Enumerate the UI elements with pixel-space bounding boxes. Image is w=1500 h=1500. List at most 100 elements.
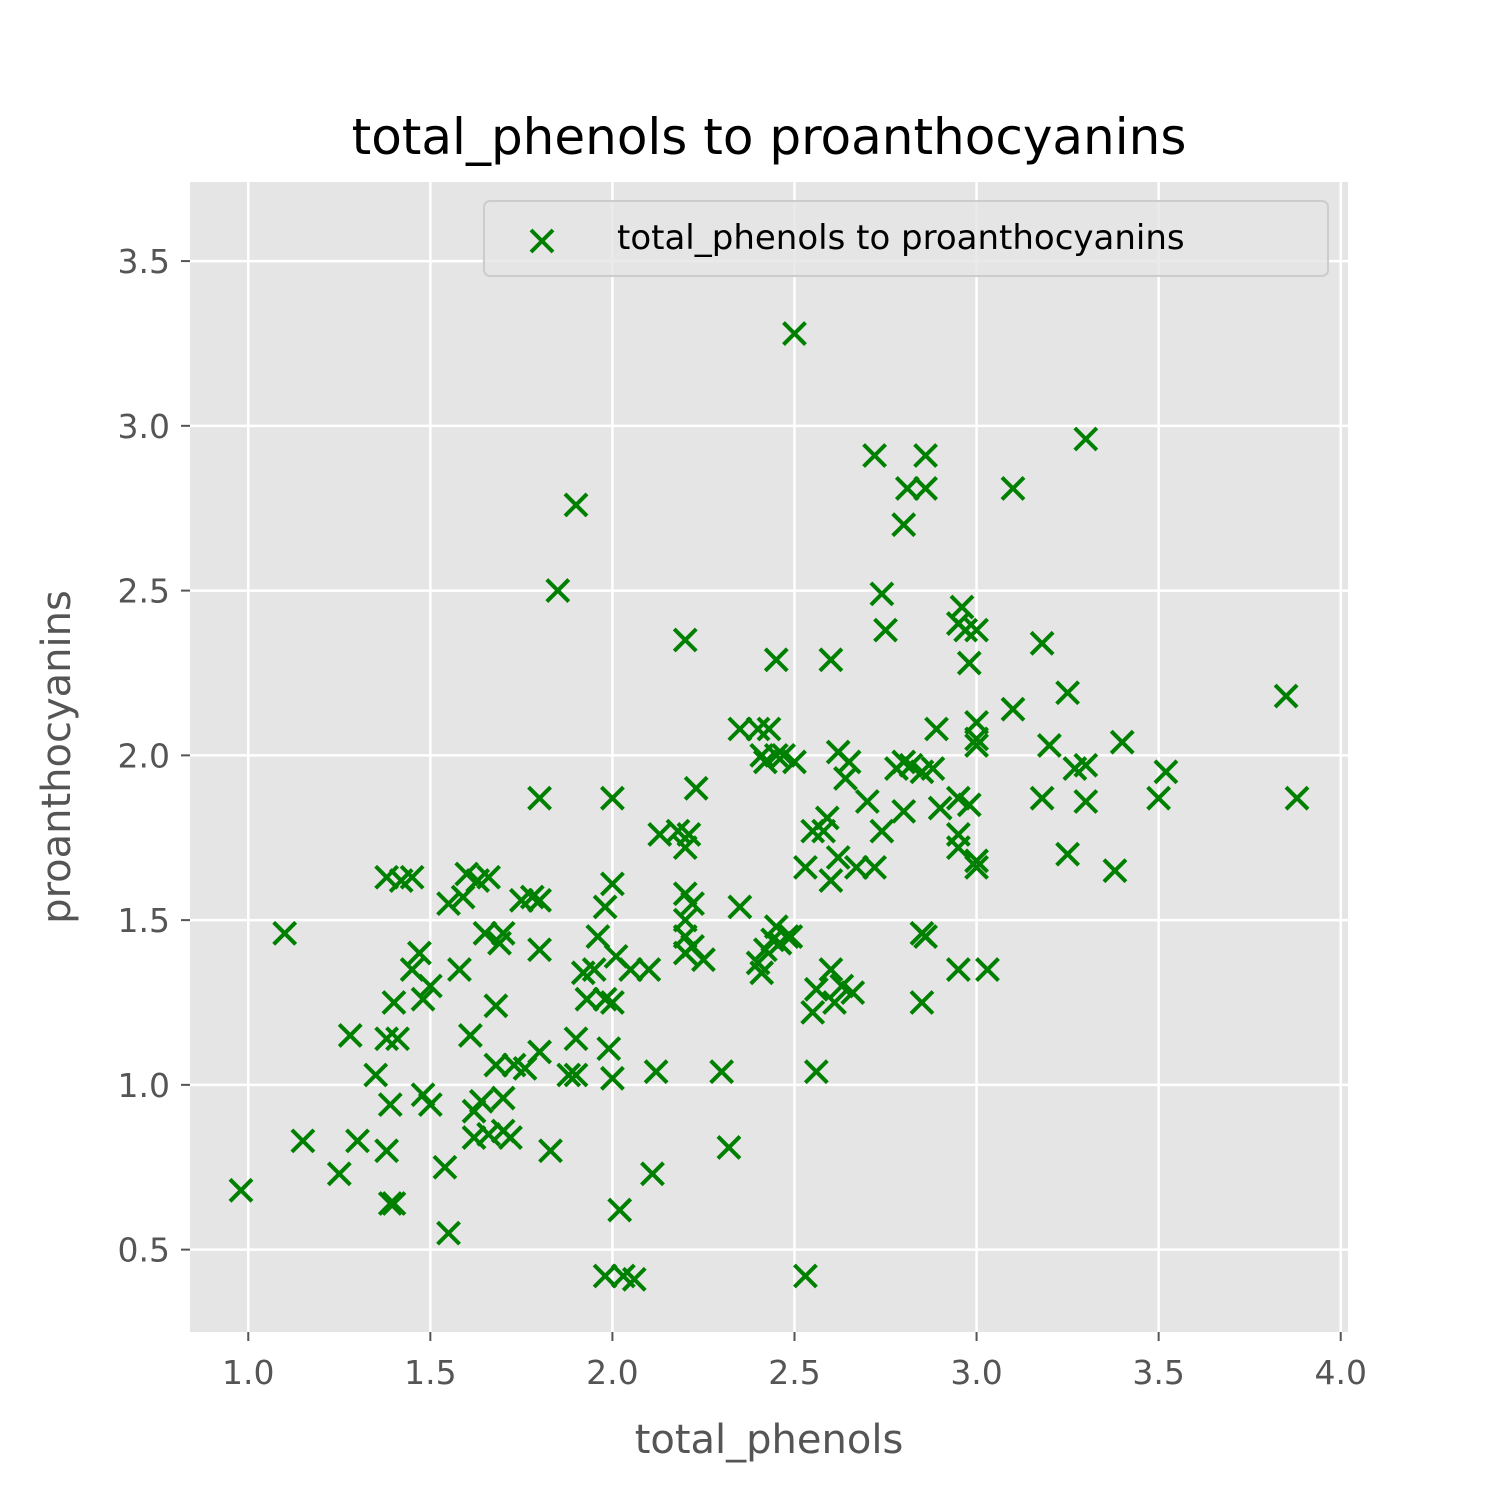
data-point <box>468 1088 494 1114</box>
data-point <box>836 749 862 775</box>
data-point <box>592 894 618 920</box>
data-point <box>749 960 775 986</box>
data-point <box>862 854 888 880</box>
data-point <box>818 957 844 982</box>
data-point <box>763 742 789 768</box>
data-point <box>924 716 949 742</box>
data-point <box>680 891 705 917</box>
data-point <box>476 1121 502 1147</box>
data-point <box>829 973 855 999</box>
data-point <box>581 957 607 982</box>
data-point <box>377 1092 403 1118</box>
data-point <box>447 957 472 982</box>
data-point <box>913 443 938 468</box>
data-point <box>1284 785 1310 811</box>
data-point <box>600 990 625 1015</box>
data-point <box>778 924 804 949</box>
data-point <box>803 1059 829 1085</box>
data-point <box>800 999 826 1025</box>
y-axis-label: proanthocyanins <box>34 590 80 924</box>
data-point <box>621 1266 647 1292</box>
data-point <box>385 1026 410 1052</box>
y-tick-label: 1.0 <box>118 1066 170 1105</box>
data-point <box>417 1092 443 1118</box>
x-tick-label: 2.0 <box>586 1353 638 1392</box>
legend-box <box>483 200 1329 277</box>
data-point <box>752 749 778 775</box>
data-point <box>891 749 917 775</box>
data-point <box>643 1059 669 1085</box>
x-axis-label: total_phenols <box>635 1417 904 1463</box>
data-point <box>793 854 818 880</box>
x-tick-label: 1.5 <box>404 1353 456 1392</box>
data-point <box>891 512 917 538</box>
data-point <box>803 976 829 1002</box>
y-tick-label: 3.0 <box>118 407 170 446</box>
data-point <box>818 647 844 673</box>
chart-title: total_phenols to proanthocyanins <box>352 108 1187 166</box>
data-point <box>964 848 989 874</box>
data-point <box>527 887 552 913</box>
data-point <box>894 476 920 501</box>
data-point <box>953 617 979 643</box>
data-point <box>1029 630 1055 656</box>
data-point <box>527 1039 552 1065</box>
data-point <box>913 476 938 501</box>
data-point <box>727 894 753 920</box>
data-point <box>1029 785 1055 811</box>
data-point <box>272 920 298 946</box>
data-point <box>410 986 436 1012</box>
data-point <box>592 1263 618 1289</box>
x-tick-label: 4.0 <box>1314 1353 1366 1392</box>
data-point <box>490 1085 516 1111</box>
data-point <box>1073 789 1099 814</box>
data-point <box>527 937 552 963</box>
data-point <box>600 871 625 897</box>
legend-entry: total_phenols to proanthocyanins <box>617 218 1185 258</box>
data-point <box>432 1154 458 1180</box>
data-point <box>417 973 443 999</box>
data-point <box>337 1023 363 1048</box>
data-point <box>538 1138 563 1164</box>
x-tick-label: 3.5 <box>1132 1353 1184 1392</box>
data-point <box>782 749 807 775</box>
data-point <box>457 1023 483 1048</box>
data-point <box>345 1128 370 1154</box>
data-point <box>228 1177 254 1203</box>
data-point <box>709 1059 735 1085</box>
y-tick-label: 1.5 <box>118 901 170 940</box>
data-point <box>436 891 461 917</box>
data-point <box>927 795 953 821</box>
data-point <box>956 650 982 676</box>
data-point <box>814 805 840 831</box>
data-point <box>472 920 498 946</box>
data-point <box>1102 858 1128 884</box>
data-point <box>399 864 425 890</box>
data-point <box>956 792 982 818</box>
legend-marker-icon <box>529 228 555 254</box>
data-point <box>1073 752 1099 778</box>
data-point <box>949 594 975 620</box>
data-point <box>381 990 407 1015</box>
data-point <box>1036 733 1062 758</box>
data-point <box>1073 426 1099 452</box>
data-point <box>1000 476 1026 501</box>
y-tick-label: 3.5 <box>118 242 170 281</box>
data-point <box>374 1026 400 1052</box>
data-point <box>825 845 851 870</box>
data-point <box>326 1161 352 1187</box>
data-point <box>1153 759 1179 785</box>
data-point <box>461 1125 487 1151</box>
data-point <box>374 1138 400 1164</box>
data-point <box>891 798 917 824</box>
data-point <box>964 733 989 758</box>
data-points <box>228 321 1310 1292</box>
data-point <box>527 785 552 811</box>
data-point <box>840 980 866 1006</box>
data-point <box>716 1135 742 1160</box>
data-point <box>913 924 938 949</box>
legend: total_phenols to proanthocyanins <box>483 200 1329 277</box>
data-point <box>374 864 400 890</box>
y-tick-label: 2.5 <box>118 572 170 611</box>
data-point <box>683 775 709 801</box>
